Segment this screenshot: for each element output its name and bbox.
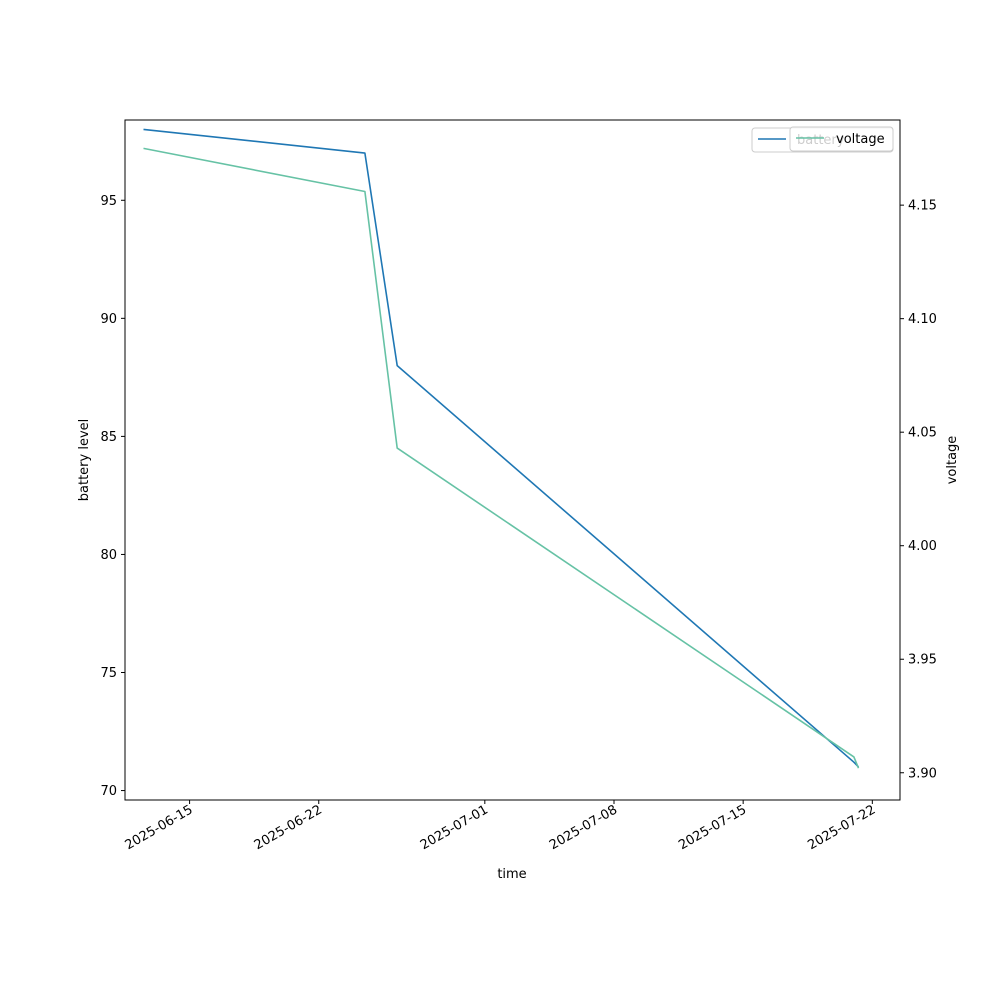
legend-voltage: voltage	[789, 126, 894, 152]
series-layer	[143, 128, 860, 769]
y-right-tick-label: 4.10	[908, 312, 937, 327]
y-right-tick-label: 3.95	[908, 653, 937, 668]
x-tick-label: 2025-06-15	[123, 802, 196, 853]
x-tick-label: 2025-07-01	[418, 802, 491, 853]
x-tick-label: 2025-06-22	[252, 802, 325, 853]
y-left-tick-label: 85	[100, 430, 117, 445]
y-left-tick-label: 70	[100, 784, 117, 799]
x-tick-label: 2025-07-22	[805, 802, 878, 853]
x-axis: 2025-06-15 2025-06-22 2025-07-01 2025-07-08…	[123, 800, 878, 853]
y-left-tick-label: 80	[100, 548, 117, 563]
y-right-tick-label: 4.05	[908, 426, 937, 441]
y-axis-right-label: voltage	[945, 436, 960, 485]
series-line-battery	[143, 128, 860, 768]
series-line-voltage	[143, 147, 860, 769]
legend-box	[789, 126, 894, 152]
y-axis-left: 70 75 80 85 90 95	[100, 194, 125, 799]
x-axis-label: time	[497, 867, 526, 882]
legend-layer: batteryvoltage	[751, 126, 894, 153]
y-right-tick-label: 3.90	[908, 766, 937, 781]
y-axis-left-label: battery level	[77, 419, 92, 502]
x-tick-label: 2025-07-08	[547, 802, 620, 853]
y-right-tick-label: 4.15	[908, 199, 937, 214]
y-left-tick-label: 95	[100, 194, 117, 209]
y-left-tick-label: 90	[100, 312, 117, 327]
y-right-tick-label: 4.00	[908, 539, 937, 554]
legend-label-voltage: voltage	[836, 132, 885, 147]
x-tick-label: 2025-07-15	[676, 802, 749, 853]
y-axis-right: 3.90 3.95 4.00 4.05 4.10 4.15	[900, 199, 937, 781]
plot-area	[125, 120, 900, 800]
plot-frame	[124, 119, 901, 801]
y-left-tick-label: 75	[100, 666, 117, 681]
